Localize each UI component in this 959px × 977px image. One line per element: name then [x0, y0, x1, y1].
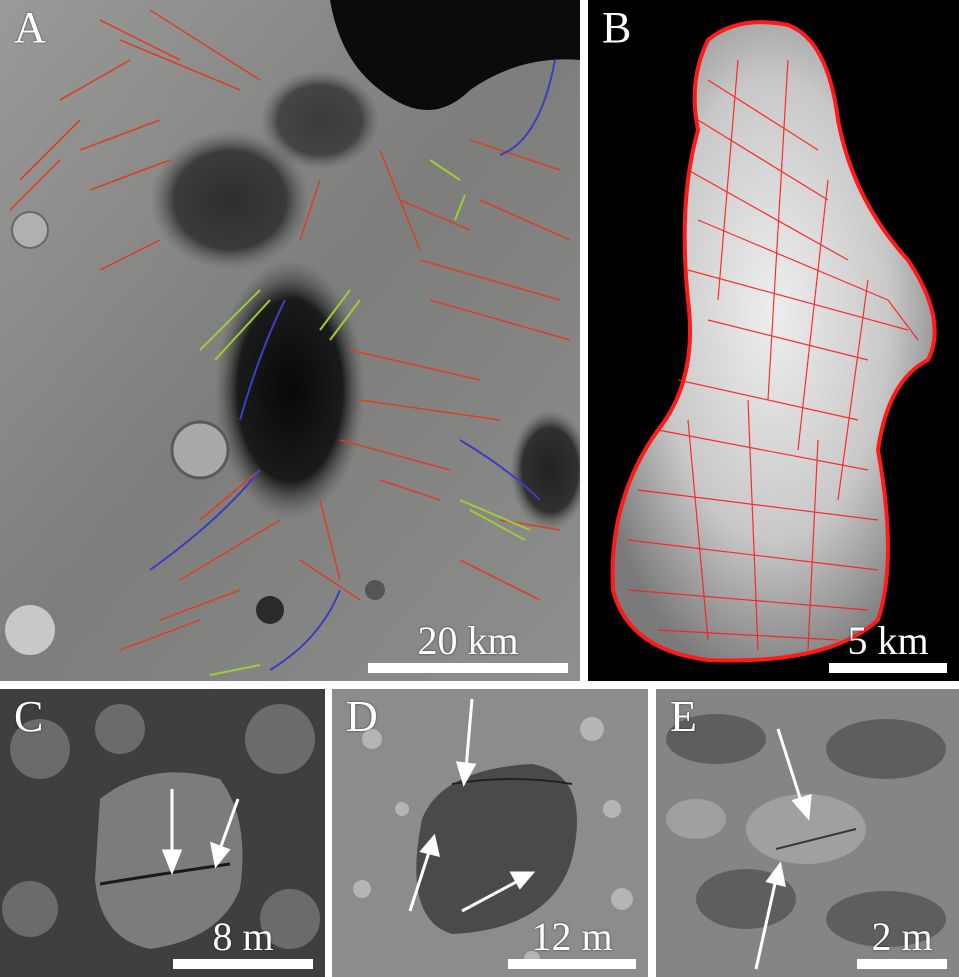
panel-e-scalebar: 2 m [857, 917, 947, 969]
panel-d-scale-text: 12 m [531, 914, 613, 959]
panel-b-scalebar: 5 km [829, 621, 947, 673]
panel-d: D 12 m [332, 689, 648, 977]
panel-c-image [0, 689, 325, 977]
panel-a-scale-bar-line [368, 663, 568, 673]
panel-d-scale-bar-line [508, 959, 636, 969]
panel-e-image [656, 689, 959, 977]
panel-e-scale-bar-line [857, 959, 947, 969]
panel-b-scale-bar-line [829, 663, 947, 673]
panel-a-label: A [14, 3, 46, 52]
panel-b-scale-text: 5 km [847, 618, 929, 663]
panel-c: C 8 m [0, 689, 325, 977]
panel-e: E 2 m [656, 689, 959, 977]
panel-a-scale-text: 20 km [417, 618, 519, 663]
panel-a: A 20 km [0, 0, 580, 681]
panel-d-image [332, 689, 648, 977]
panel-a-scalebar: 20 km [368, 621, 568, 673]
panel-b-image [610, 20, 937, 663]
panel-e-label: E [670, 692, 697, 741]
panel-c-scalebar: 8 m [173, 917, 313, 969]
panel-c-scale-text: 8 m [212, 914, 274, 959]
panel-a-image [0, 0, 580, 681]
panel-b-label: B [602, 3, 632, 52]
panel-d-scalebar: 12 m [508, 917, 636, 969]
panel-d-label: D [346, 692, 378, 741]
panel-e-scale-text: 2 m [871, 914, 933, 959]
panel-c-scale-bar-line [173, 959, 313, 969]
panel-c-label: C [14, 692, 44, 741]
panel-b: B 5 km [588, 0, 959, 681]
